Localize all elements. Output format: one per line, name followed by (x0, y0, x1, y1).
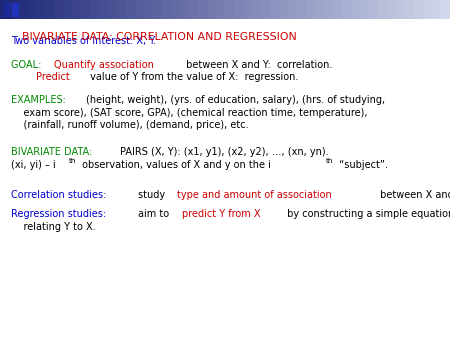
Bar (234, 0, 243, 19)
Bar (252, 0, 261, 19)
Text: BIVARIATE DATA:: BIVARIATE DATA: (11, 147, 95, 158)
Bar (12, 3, 19, 17)
Text: Quantify association: Quantify association (54, 59, 154, 70)
Bar (171, 0, 180, 19)
Bar (99, 0, 108, 19)
Bar (108, 0, 117, 19)
Text: Correlation studies:: Correlation studies: (11, 190, 110, 200)
Bar (0, 0, 9, 19)
Text: “subject”.: “subject”. (336, 160, 387, 170)
Text: value of Y from the value of X:  regression.: value of Y from the value of X: regressi… (87, 72, 298, 82)
Bar (135, 0, 144, 19)
Bar (162, 0, 171, 19)
Bar (54, 0, 63, 19)
Bar (72, 0, 81, 19)
Bar (387, 0, 396, 19)
Bar (36, 0, 45, 19)
Bar (216, 0, 225, 19)
Bar (189, 0, 198, 19)
Bar (81, 0, 90, 19)
Text: by constructing a simple equation: by constructing a simple equation (284, 209, 450, 219)
Bar (405, 0, 414, 19)
Bar (18, 0, 27, 19)
Bar (198, 0, 207, 19)
Bar (90, 0, 99, 19)
Bar (333, 0, 342, 19)
Bar (306, 0, 315, 19)
Bar (207, 0, 216, 19)
Bar (261, 0, 270, 19)
Bar (441, 0, 450, 19)
Bar (423, 0, 432, 19)
Text: between X and Y:  correlation.: between X and Y: correlation. (183, 59, 333, 70)
Text: (xi, yi) – i: (xi, yi) – i (11, 160, 56, 170)
Bar (9, 0, 18, 19)
Bar (180, 0, 189, 19)
Bar (360, 0, 369, 19)
Text: (height, weight), (yrs. of education, salary), (hrs. of studying,: (height, weight), (yrs. of education, sa… (86, 95, 385, 105)
Bar (396, 0, 405, 19)
Text: exam score), (SAT score, GPA), (chemical reaction time, temperature),: exam score), (SAT score, GPA), (chemical… (11, 107, 368, 118)
Text: type and amount of association: type and amount of association (177, 190, 332, 200)
Bar (225, 0, 234, 19)
Bar (45, 0, 54, 19)
Bar (243, 0, 252, 19)
Text: GOAL:: GOAL: (11, 59, 45, 70)
Bar (288, 0, 297, 19)
Bar (315, 0, 324, 19)
Text: EXAMPLES:: EXAMPLES: (11, 95, 69, 105)
Bar (27, 0, 36, 19)
Bar (297, 0, 306, 19)
Bar (351, 0, 360, 19)
Text: relating Y to X.: relating Y to X. (11, 222, 96, 232)
Bar (414, 0, 423, 19)
Bar (63, 0, 72, 19)
Bar (324, 0, 333, 19)
Text: predict Y from X: predict Y from X (182, 209, 261, 219)
Bar (369, 0, 378, 19)
Bar (4, 3, 11, 17)
Text: Two variables of interest: X, Y.: Two variables of interest: X, Y. (11, 36, 157, 46)
Bar (144, 0, 153, 19)
Bar (270, 0, 279, 19)
Bar (342, 0, 351, 19)
Text: aim to: aim to (138, 209, 172, 219)
Text: observation, values of X and y on the i: observation, values of X and y on the i (78, 160, 270, 170)
Text: study: study (138, 190, 169, 200)
Bar (153, 0, 162, 19)
Bar (126, 0, 135, 19)
Text: Regression studies:: Regression studies: (11, 209, 109, 219)
Text: Predict: Predict (11, 72, 70, 82)
Text: th: th (69, 158, 76, 164)
Bar (378, 0, 387, 19)
Bar (117, 0, 126, 19)
Text: th: th (326, 158, 333, 164)
Text: PAIRS (X, Y): (x1, y1), (x2, y2), …, (xn, yn).: PAIRS (X, Y): (x1, y1), (x2, y2), …, (xn… (120, 147, 329, 158)
Text: BIVARIATE DATA: CORRELATION AND REGRESSION: BIVARIATE DATA: CORRELATION AND REGRESSI… (22, 32, 297, 42)
Text: between X and Y.: between X and Y. (377, 190, 450, 200)
Bar (432, 0, 441, 19)
Bar (279, 0, 288, 19)
Text: (rainfall, runoff volume), (demand, price), etc.: (rainfall, runoff volume), (demand, pric… (11, 120, 249, 130)
